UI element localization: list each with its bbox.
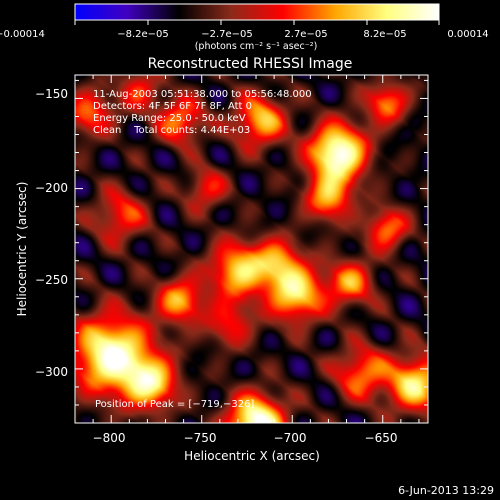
- detectors-info: Detectors: 4F 5F 6F 7F 8F, Att 0: [93, 101, 252, 112]
- y-tick-label: −200: [35, 181, 68, 195]
- x-tick-label: −650: [365, 431, 398, 445]
- energy-range-info: Energy Range: 25.0 - 50.0 keV: [93, 113, 246, 124]
- plot-frame: [74, 74, 429, 424]
- y-axis-tick-labels: −150 −200 −250 −300: [35, 87, 68, 379]
- info-overlay: 11-Aug-2003 05:51:38.000 to 05:56:48.000…: [93, 89, 312, 410]
- colorbar-tick-label: −0.00014: [0, 29, 45, 40]
- colorbar-tick-label: 8.2e−05: [363, 29, 406, 40]
- colorbar-tick-label: 2.7e−05: [284, 29, 327, 40]
- heatmap-image: [75, 75, 428, 423]
- x-axis-ticks: [74, 75, 420, 423]
- y-axis-ticks: [75, 79, 428, 424]
- colorbar-tick-label: 0.00014: [447, 29, 488, 40]
- y-tick-label: −150: [35, 87, 68, 101]
- y-axis-label: Heliocentric Y (arcsec): [15, 182, 29, 317]
- colorbar-tick-label: −2.7e−05: [201, 29, 253, 40]
- y-tick-label: −300: [35, 365, 68, 379]
- y-tick-label: −250: [35, 273, 68, 287]
- colorbar-tick-label: −8.2e−05: [117, 29, 169, 40]
- plot-title: Reconstructed RHESSI Image: [148, 56, 353, 72]
- colorbar-gradient: [74, 3, 440, 21]
- observation-time: 11-Aug-2003 05:51:38.000 to 05:56:48.000: [93, 89, 312, 100]
- colorbar-tick-labels: −0.00014 −8.2e−05 −2.7e−05 2.7e−05 8.2e−…: [0, 29, 489, 40]
- x-tick-label: −700: [274, 431, 307, 445]
- colorbar-tickmarks: [74, 20, 440, 25]
- heatmap-canvas: [75, 75, 428, 423]
- colorbar: −0.00014 −8.2e−05 −2.7e−05 2.7e−05 8.2e−…: [0, 3, 489, 52]
- peak-position: Position of Peak = [−719,−326]: [95, 399, 254, 410]
- x-axis-tick-labels: −800 −750 −700 −650: [93, 431, 398, 445]
- plot-timestamp: 6-Jun-2013 13:29: [398, 484, 494, 497]
- x-tick-label: −750: [184, 431, 217, 445]
- clean-total-counts: Clean Total counts: 4.44E+03: [93, 125, 250, 136]
- x-axis-label: Heliocentric X (arcsec): [184, 449, 320, 463]
- colorbar-unit-label: (photons cm⁻² s⁻¹ asec⁻²): [195, 41, 318, 52]
- x-tick-label: −800: [93, 431, 126, 445]
